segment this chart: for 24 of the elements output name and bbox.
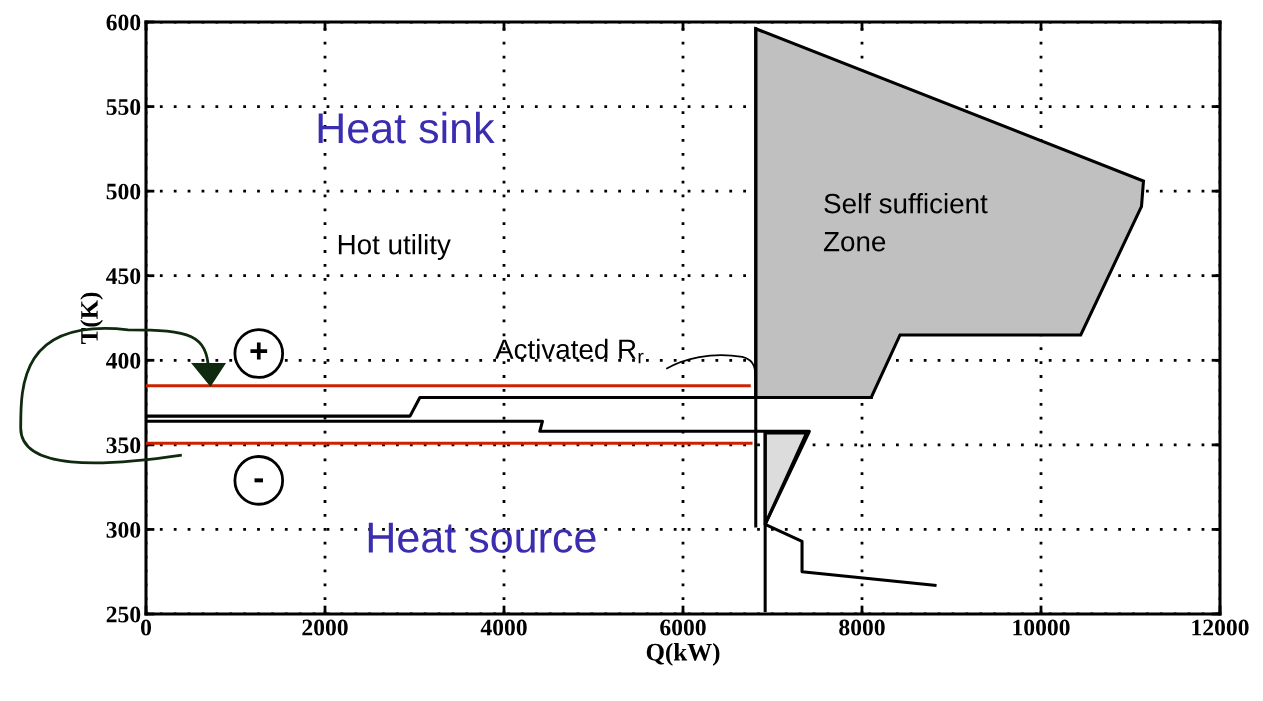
x-axis-title: Q(kW) — [646, 643, 720, 666]
y-tick-label: 250 — [106, 606, 141, 623]
x-tick-label: 12000 — [1192, 619, 1249, 636]
y-tick-label: 600 — [106, 14, 141, 31]
x-tick-label: 10000 — [1013, 619, 1070, 636]
y-axis-title: T(K) — [80, 292, 103, 344]
y-tick-label: 400 — [106, 352, 141, 369]
annotation: - — [254, 478, 263, 483]
annotation: Activated R$_{r}$ — [495, 338, 644, 364]
y-tick-label: 500 — [106, 183, 141, 200]
y-tick-label: 300 — [106, 521, 141, 538]
annotation: Self sufficient Zone — [823, 193, 988, 252]
annotation: Hot utility — [338, 234, 451, 260]
annotation: + — [250, 342, 268, 360]
x-tick-label: 8000 — [839, 619, 885, 636]
x-tick-label: 0 — [141, 619, 151, 636]
annotation: Heat source — [368, 522, 596, 553]
x-tick-label: 6000 — [660, 619, 706, 636]
annotation: Heat sink — [318, 111, 495, 144]
y-tick-label: 350 — [106, 437, 141, 454]
x-tick-label: 2000 — [302, 619, 348, 636]
y-tick-label: 450 — [106, 268, 141, 285]
y-tick-label: 550 — [106, 99, 141, 115]
x-tick-label: 4000 — [480, 619, 527, 636]
